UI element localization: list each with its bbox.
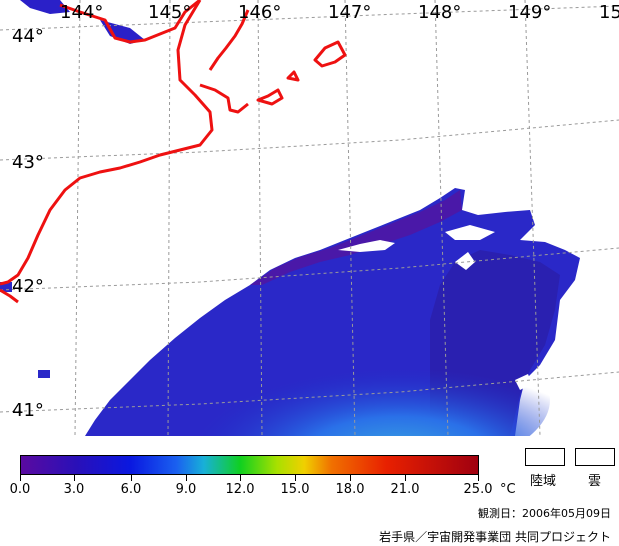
lat-label-43: 43° — [12, 152, 44, 173]
colorbar-label: 12.0 — [225, 482, 255, 497]
cloud-legend-label: 雲 — [588, 474, 602, 489]
colorbar-tick — [20, 475, 21, 481]
colorbar-label: 15.0 — [280, 482, 310, 497]
cloud-patch — [455, 252, 475, 270]
graticule — [0, 0, 619, 437]
sea-surface-temperature-map: 144° 145° 146° 147° 148° 149° 15 44° 43°… — [0, 0, 619, 480]
cloud-legend-swatch — [575, 448, 615, 466]
lon-label-149: 149° — [508, 2, 552, 23]
colorbar-label: 9.0 — [175, 482, 197, 497]
lon-label-148: 148° — [418, 2, 462, 23]
sst-speck — [0, 282, 12, 292]
cloud-patch — [515, 374, 532, 390]
colorbar-tick — [350, 475, 351, 481]
lon-label-145: 145° — [148, 2, 192, 23]
sst-speck — [38, 370, 50, 378]
colorbar-label: 21.0 — [390, 482, 420, 497]
cloud-patch — [445, 225, 495, 240]
lat-label-44: 44° — [12, 26, 44, 47]
colorbar-unit: °C — [500, 482, 516, 497]
colorbar-tick — [478, 475, 479, 481]
colorbar-label: 3.0 — [63, 482, 85, 497]
land-legend-swatch — [525, 448, 565, 466]
cloud-patch — [338, 240, 395, 252]
observation-date: 観測日：2006年05月09日 — [478, 507, 611, 520]
coastline — [0, 0, 347, 304]
lon-label-146: 146° — [238, 2, 282, 23]
sst-speck — [100, 20, 145, 44]
colorbar-tick — [405, 475, 406, 481]
colorbar-tick — [186, 475, 187, 481]
credit-text: 岩手県／宇宙開発事業団 共同プロジェクト — [379, 530, 611, 544]
land-legend-label: 陸域 — [530, 474, 557, 489]
sst-north-edge — [250, 190, 462, 285]
colorbar-tick — [295, 475, 296, 481]
map-canvas — [0, 0, 619, 480]
colorbar-tick — [240, 475, 241, 481]
colorbar-tick — [74, 475, 75, 481]
colorbar-label: 18.0 — [335, 482, 365, 497]
colorbar-label: 0.0 — [9, 482, 31, 497]
lat-label-41: 41° — [12, 400, 44, 421]
lon-label-144: 144° — [60, 2, 104, 23]
lon-label-150: 15 — [599, 2, 619, 23]
colorbar-label: 6.0 — [120, 482, 142, 497]
colorbar-label: 25.0 — [463, 482, 493, 497]
lat-label-42: 42° — [12, 276, 44, 297]
temperature-colorbar — [20, 455, 479, 475]
sst-speck — [20, 0, 70, 14]
colorbar-tick — [131, 475, 132, 481]
lon-label-147: 147° — [328, 2, 372, 23]
